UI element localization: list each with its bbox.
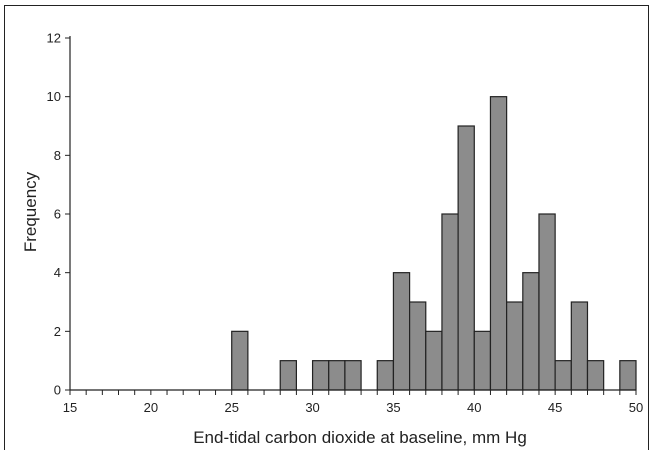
y-tick-label: 12: [47, 31, 61, 46]
x-axis-title: End-tidal carbon dioxide at baseline, mm…: [193, 428, 527, 447]
histogram-bar: [586, 360, 605, 391]
histogram-bar: [570, 301, 589, 391]
histogram-bar: [279, 360, 298, 391]
histogram-bar: [554, 360, 572, 391]
histogram-bar: [425, 330, 443, 391]
histogram-bar: [231, 330, 249, 391]
histogram-bar: [473, 330, 492, 391]
histogram-bar: [441, 213, 459, 391]
histogram-bar: [344, 360, 362, 391]
x-tick-label: 50: [629, 400, 643, 415]
histogram-bar: [409, 301, 427, 391]
x-tick-label: 40: [467, 400, 481, 415]
y-tick-label: 8: [54, 148, 61, 163]
histogram-bar: [506, 301, 524, 391]
y-tick-label: 6: [54, 207, 61, 222]
y-tick-label: 2: [54, 324, 61, 339]
histogram-bar: [538, 213, 556, 391]
x-tick-label: 20: [144, 400, 158, 415]
y-tick-label: 10: [47, 89, 61, 104]
histogram-bar: [457, 125, 475, 391]
x-tick-label: 25: [224, 400, 238, 415]
histogram-bar: [522, 272, 540, 391]
x-tick-label: 35: [386, 400, 400, 415]
y-tick-label: 4: [54, 265, 61, 280]
histogram-bar: [328, 360, 346, 391]
axes-group: 0 2 4 6 8 10 12 15 20 25 30 35 40 45 50: [47, 31, 644, 416]
bars-group: [231, 96, 637, 391]
histogram-bar: [376, 360, 395, 391]
histogram-bar: [392, 272, 411, 391]
chart-frame: [4, 5, 649, 450]
x-tick-label: 45: [548, 400, 562, 415]
histogram-bar: [619, 360, 637, 391]
x-tick-label: 15: [63, 400, 77, 415]
histogram-bar: [489, 96, 508, 391]
y-tick-label: 0: [54, 383, 61, 398]
y-axis-title: Frequency: [21, 171, 40, 252]
histogram-bar: [311, 360, 330, 391]
x-tick-label: 30: [305, 400, 319, 415]
